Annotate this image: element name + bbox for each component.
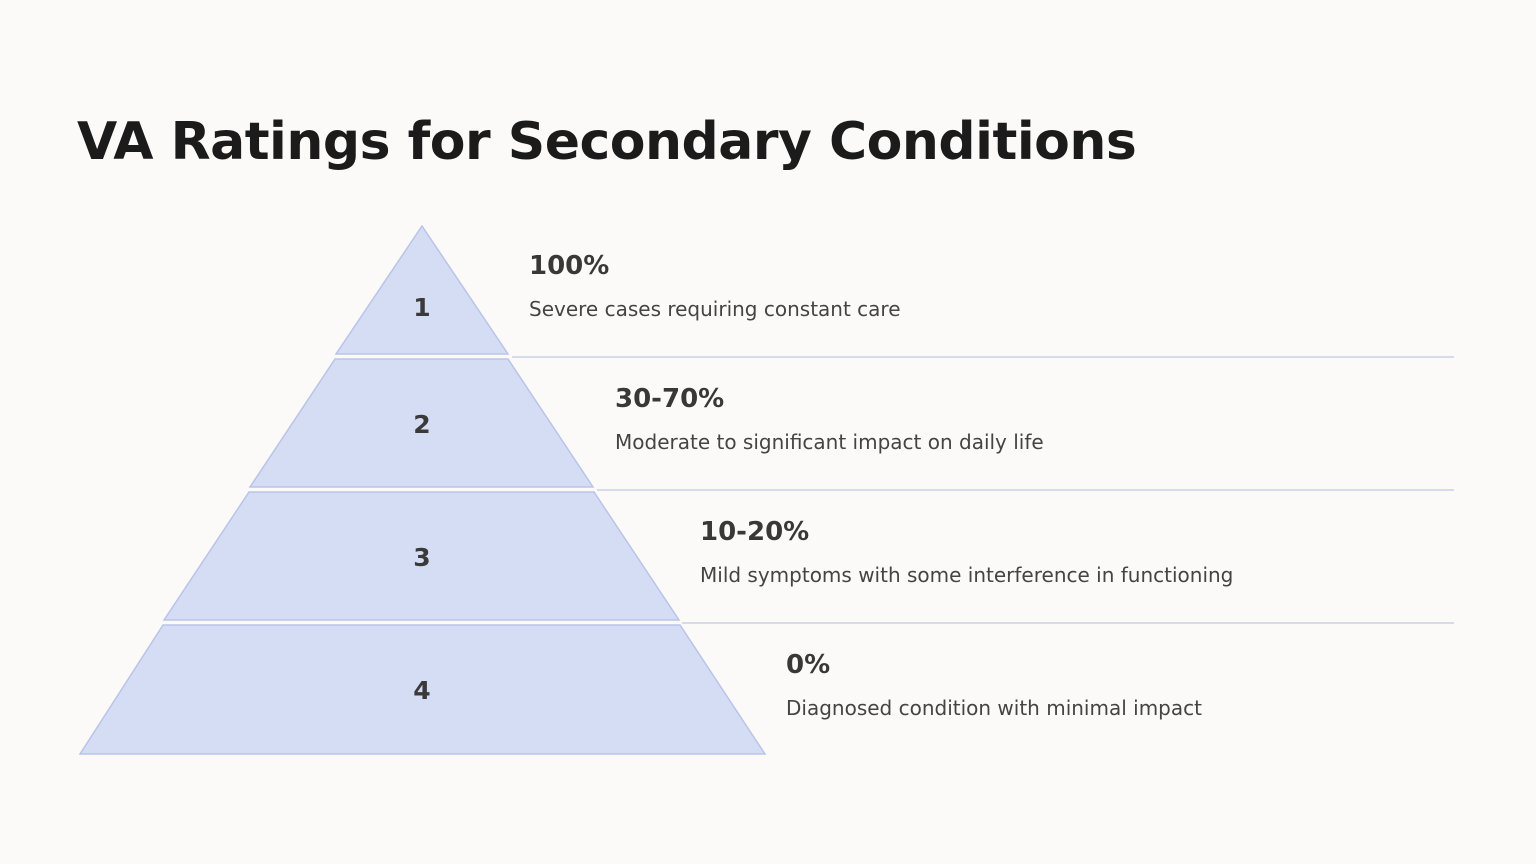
tier-1-text: 100% Severe cases requiring constant car…: [529, 250, 901, 322]
tier-3-text: 10-20% Mild symptoms with some interfere…: [700, 516, 1233, 588]
tier-2-number: 2: [413, 410, 430, 439]
tier-1-description: Severe cases requiring constant care: [529, 297, 901, 321]
tier-3-shape: [162, 491, 681, 621]
tier-4-description: Diagnosed condition with minimal impact: [786, 696, 1202, 720]
tier-2-text: 30-70% Moderate to significant impact on…: [615, 383, 1044, 455]
tier-1-number: 1: [413, 293, 430, 322]
tier-4-shape: [78, 624, 767, 755]
tier-4-text: 0% Diagnosed condition with minimal impa…: [786, 649, 1202, 721]
tier-4-label: 0%: [786, 650, 831, 680]
tier-1-shape: [334, 224, 510, 355]
tier-3-number: 3: [413, 543, 430, 572]
page-title: VA Ratings for Secondary Conditions: [77, 112, 1137, 172]
tier-2-label: 30-70%: [615, 384, 725, 414]
tier-2-description: Moderate to significant impact on daily …: [615, 430, 1044, 454]
tier-3-label: 10-20%: [700, 517, 810, 547]
tier-1-label: 100%: [529, 251, 610, 281]
tier-4-number: 4: [413, 676, 430, 705]
tier-3-description: Mild symptoms with some interference in …: [700, 563, 1234, 587]
tier-2-shape: [248, 358, 595, 488]
